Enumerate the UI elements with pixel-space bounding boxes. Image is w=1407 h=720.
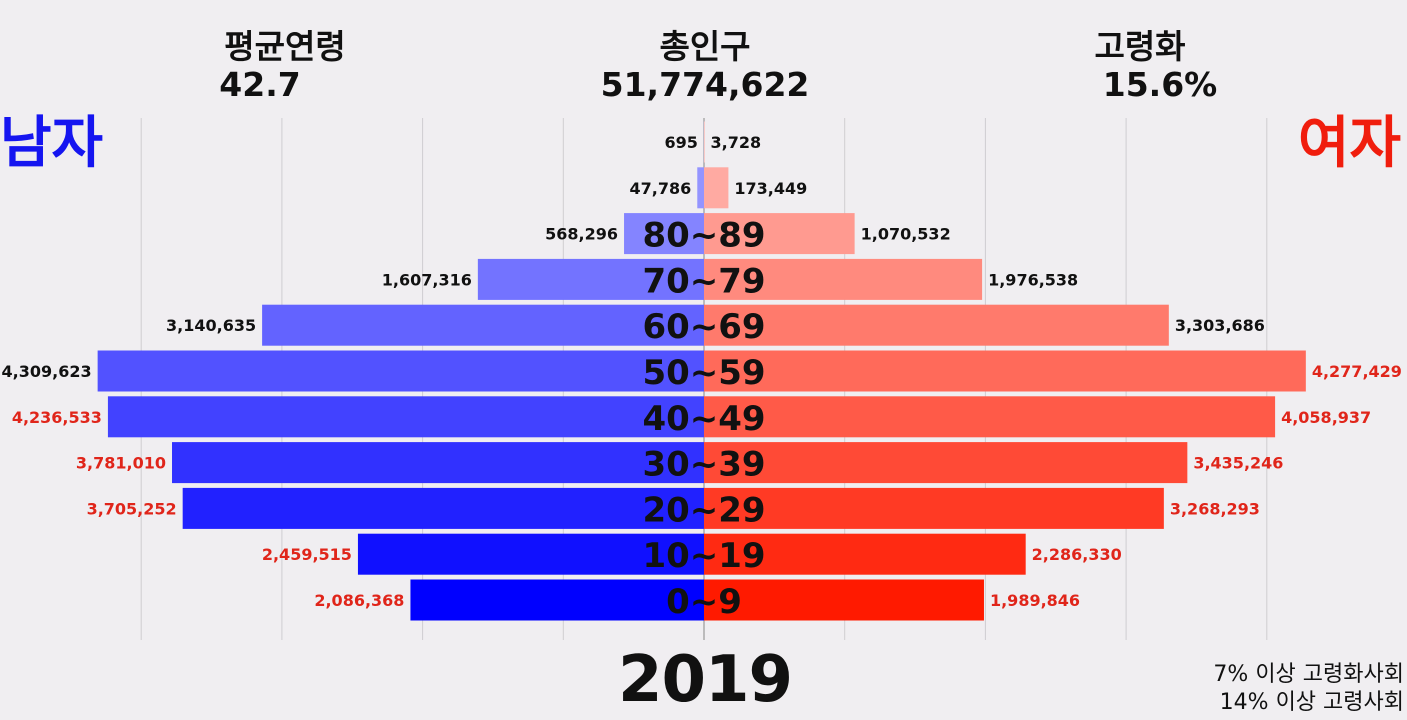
female-bar [704,396,1275,437]
male-value-label: 3,140,635 [166,316,256,335]
age-group-label: 20~29 [642,490,765,530]
legend-aging-society: 7% 이상 고령화사회 [1213,662,1404,688]
male-value-label: 2,459,515 [262,545,352,564]
male-value-label: 4,309,623 [2,362,92,381]
age-group-label: 70~79 [642,261,765,301]
age-group-label: 10~19 [642,536,765,576]
age-group-label: 40~49 [642,399,765,439]
male-bar [410,580,704,621]
female-bar [704,488,1164,529]
age-group-label: 30~39 [642,445,765,485]
female-value-label: 4,277,429 [1312,362,1402,381]
male-value-label: 568,296 [545,225,618,244]
male-bar [262,305,704,346]
female-bar [704,305,1169,346]
year-label: 2019 [600,640,810,720]
female-value-label: 3,268,293 [1170,499,1260,518]
female-value-label: 173,449 [734,179,807,198]
male-value-label: 3,705,252 [87,499,177,518]
female-bar [704,351,1306,392]
age-group-label: 0~9 [666,582,742,622]
age-group-label: 80~89 [642,216,765,256]
female-bar [704,442,1187,483]
female-value-label: 2,286,330 [1032,545,1122,564]
male-value-label: 2,086,368 [314,591,404,610]
legend-aged-society: 14% 이상 고령사회 [1220,690,1404,716]
female-value-label: 3,435,246 [1193,454,1283,473]
male-bar [697,167,704,208]
age-group-label: 60~69 [642,307,765,347]
male-value-label: 4,236,533 [12,408,102,427]
female-value-label: 4,058,937 [1281,408,1371,427]
female-value-label: 1,989,846 [990,591,1080,610]
female-bar [704,580,984,621]
female-bar [704,122,705,163]
male-bar [98,351,704,392]
female-value-label: 1,070,532 [861,225,951,244]
male-value-label: 1,607,316 [382,270,472,289]
male-value-label: 3,781,010 [76,454,166,473]
female-value-label: 3,303,686 [1175,316,1265,335]
female-value-label: 3,728 [711,133,762,152]
male-bar [183,488,704,529]
male-value-label: 695 [664,133,697,152]
male-value-label: 47,786 [630,179,692,198]
age-group-label: 50~59 [642,353,765,393]
male-bar [108,396,704,437]
female-value-label: 1,976,538 [988,270,1078,289]
male-bar [172,442,704,483]
female-bar [704,167,728,208]
